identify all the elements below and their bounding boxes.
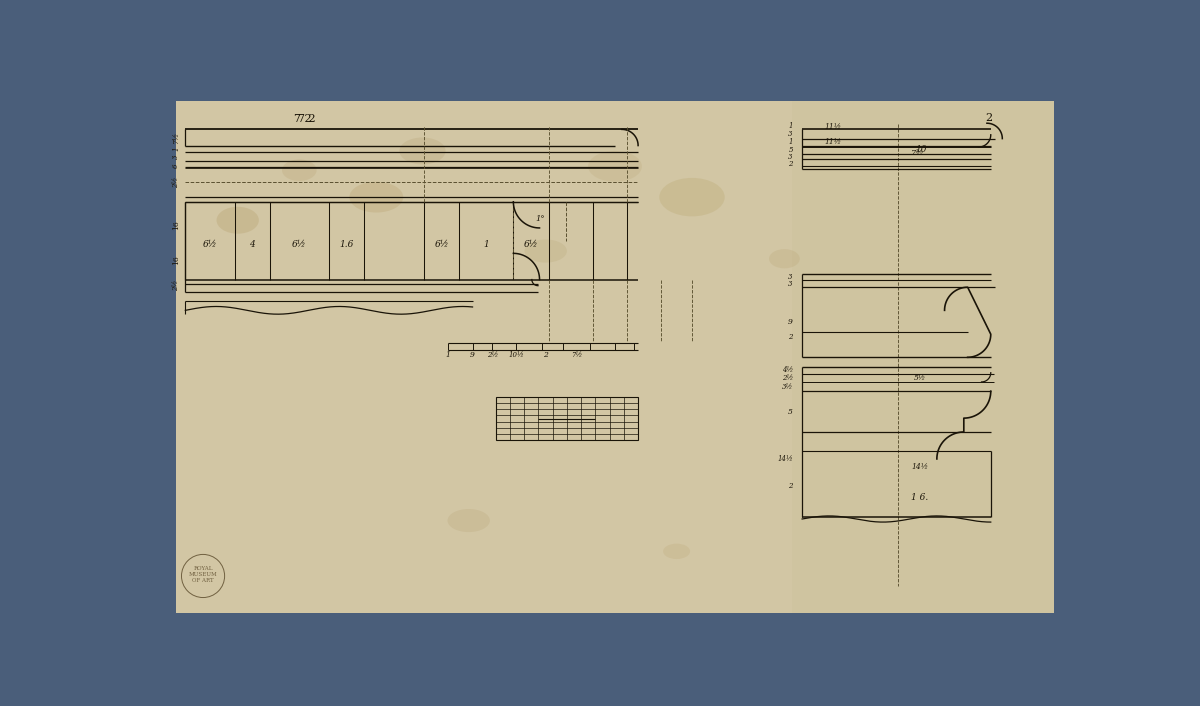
Text: 5: 5 xyxy=(788,145,793,154)
Text: 5½: 5½ xyxy=(913,374,926,382)
Text: 2½: 2½ xyxy=(172,176,180,188)
Text: 10½: 10½ xyxy=(509,351,524,359)
Text: 2: 2 xyxy=(788,333,793,341)
Ellipse shape xyxy=(448,509,490,532)
Text: 1: 1 xyxy=(788,122,793,131)
Text: 7½: 7½ xyxy=(571,351,582,359)
Text: MUSEUM: MUSEUM xyxy=(188,572,217,577)
Text: ROYAL: ROYAL xyxy=(193,566,212,570)
Text: 1: 1 xyxy=(484,240,490,249)
Ellipse shape xyxy=(349,181,403,213)
Text: 1 6.: 1 6. xyxy=(911,493,929,502)
Text: 6½: 6½ xyxy=(524,240,539,249)
Text: 14½: 14½ xyxy=(778,455,793,463)
Text: 6½: 6½ xyxy=(203,240,217,249)
Text: 9: 9 xyxy=(788,318,793,326)
Text: 4½: 4½ xyxy=(781,366,793,374)
Ellipse shape xyxy=(282,160,317,181)
Text: 2½: 2½ xyxy=(487,351,498,359)
Text: 5: 5 xyxy=(788,407,793,416)
Ellipse shape xyxy=(769,249,800,268)
Text: 7 2: 7 2 xyxy=(298,114,316,124)
Text: 16: 16 xyxy=(172,220,180,230)
Text: 11½: 11½ xyxy=(824,138,841,146)
Text: 2½: 2½ xyxy=(172,280,180,292)
Text: 3: 3 xyxy=(788,273,793,281)
Text: 1: 1 xyxy=(788,138,793,146)
Text: OF ART: OF ART xyxy=(192,578,214,583)
Ellipse shape xyxy=(588,151,642,181)
Text: 9: 9 xyxy=(470,351,475,359)
Text: 3½: 3½ xyxy=(781,383,793,390)
Text: 3: 3 xyxy=(788,280,793,288)
Polygon shape xyxy=(176,101,792,613)
Text: 2: 2 xyxy=(544,351,548,359)
Bar xyxy=(496,397,638,440)
Text: 11½: 11½ xyxy=(824,123,841,131)
Ellipse shape xyxy=(216,207,259,234)
Ellipse shape xyxy=(664,544,690,559)
Text: 1.6: 1.6 xyxy=(340,240,354,249)
Text: 14½: 14½ xyxy=(911,462,929,471)
Text: 4: 4 xyxy=(250,240,256,249)
Text: 1: 1 xyxy=(172,146,180,151)
Text: 7 2: 7 2 xyxy=(294,114,312,124)
Text: 1°: 1° xyxy=(535,215,545,222)
Text: 2: 2 xyxy=(788,160,793,169)
Text: 2: 2 xyxy=(985,113,992,123)
Text: 16: 16 xyxy=(172,255,180,265)
Text: 3: 3 xyxy=(172,154,180,159)
Text: 7½: 7½ xyxy=(911,149,924,157)
Text: 2: 2 xyxy=(788,482,793,490)
Text: 10: 10 xyxy=(916,145,928,155)
Ellipse shape xyxy=(659,178,725,217)
Text: 3: 3 xyxy=(788,130,793,138)
Text: 1: 1 xyxy=(445,351,450,359)
Text: 6: 6 xyxy=(172,163,180,168)
Ellipse shape xyxy=(400,138,445,164)
Ellipse shape xyxy=(524,239,566,263)
Text: 7½: 7½ xyxy=(172,131,180,143)
Text: 3: 3 xyxy=(788,152,793,161)
Text: 6½: 6½ xyxy=(292,240,306,249)
Text: 2½: 2½ xyxy=(781,374,793,382)
Text: 6½: 6½ xyxy=(434,240,449,249)
Polygon shape xyxy=(176,101,1054,613)
